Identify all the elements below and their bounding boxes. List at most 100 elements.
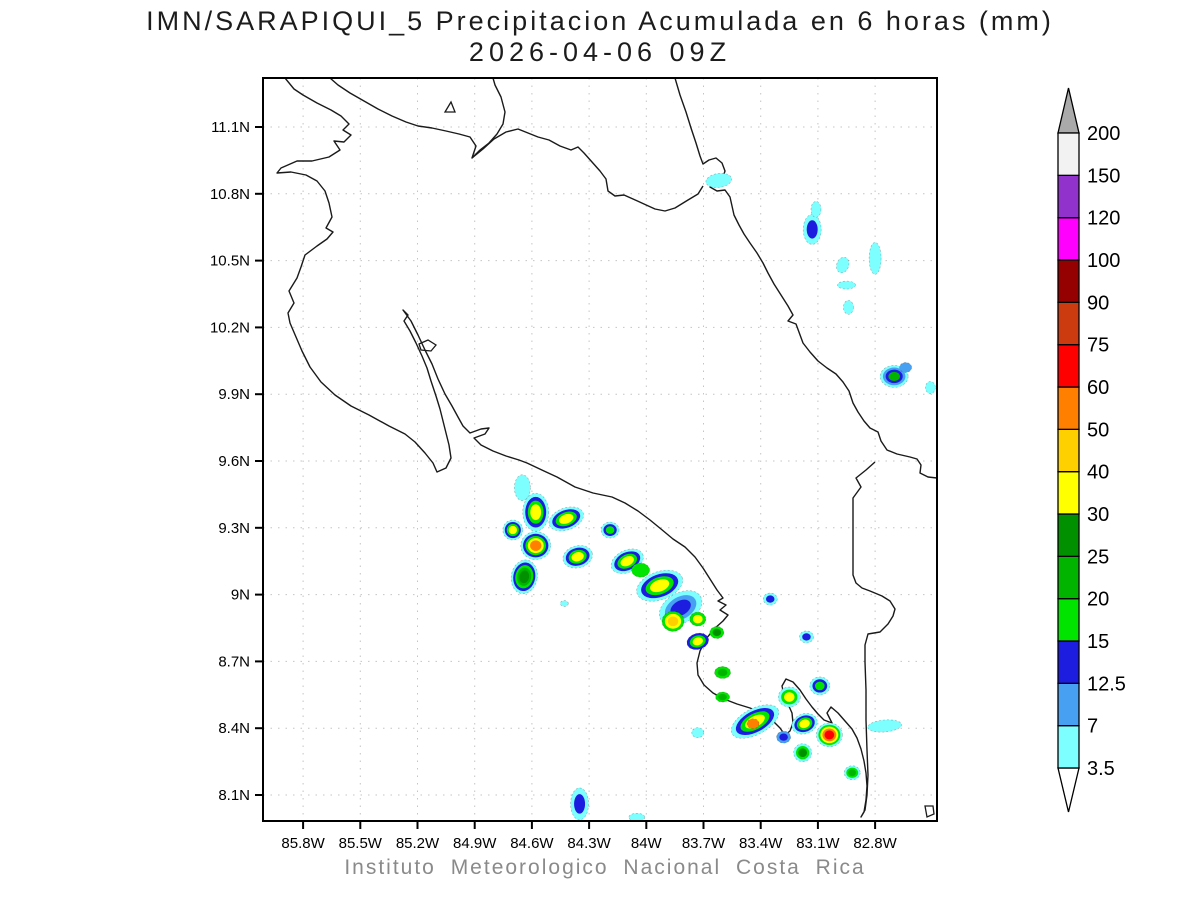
colorbar-level-label: 60 xyxy=(1087,377,1109,399)
island-contour xyxy=(924,805,935,818)
precip-cell-ring xyxy=(799,719,810,729)
precip-cell-ring xyxy=(650,579,670,593)
precip-cell-ring xyxy=(718,693,727,701)
colorbar-level-label: 120 xyxy=(1087,208,1120,230)
precip-cell-ring xyxy=(620,556,634,567)
colorbar-level-label: 12.5 xyxy=(1087,673,1126,695)
precip-cell-ring xyxy=(810,201,822,218)
lon-tick-label: 85.8W xyxy=(281,835,325,852)
precip-cell-ring xyxy=(631,562,650,578)
lon-tick-label: 82.8W xyxy=(853,835,897,852)
precip-cell-ring xyxy=(779,733,788,741)
axis-ticks-and-labels: 85.8W 85.5W 85.2W 84.9W 84.6W 84.3W 84W 83.7W 83… xyxy=(210,119,898,852)
precip-cell-ring xyxy=(514,474,531,502)
colorbar-segment xyxy=(1057,132,1080,176)
colorbar-segment xyxy=(1057,471,1080,515)
precipitation-shading xyxy=(502,172,936,821)
coastline-path xyxy=(276,78,896,818)
lat-tick-label: 11.1N xyxy=(211,119,250,136)
lon-tick-label: 83.7W xyxy=(682,835,726,852)
lon-tick-label: 84.9W xyxy=(453,835,497,852)
colorbar-level-label: 25 xyxy=(1087,546,1109,568)
colorbar: 3.5 7 12.5 15 20 25 30 40 50 60 75 90 100 120 150 200 xyxy=(1057,87,1126,813)
colorbar-level-label: 100 xyxy=(1087,250,1120,272)
colorbar-segment xyxy=(1057,725,1080,769)
colorbar-segment xyxy=(1057,513,1080,557)
colorbar-level-label: 20 xyxy=(1087,589,1109,611)
lat-tick-label: 8.1N xyxy=(218,787,250,804)
precip-cell-ring xyxy=(899,362,912,373)
precip-cell-ring xyxy=(605,526,615,534)
precip-cell-ring xyxy=(574,794,586,814)
lon-tick-label: 85.2W xyxy=(396,835,440,852)
precip-cell-ring xyxy=(667,616,679,627)
precip-cell-ring xyxy=(815,681,825,691)
island-contour xyxy=(418,339,437,352)
precip-cell-ring xyxy=(798,748,807,758)
precip-cell-ring xyxy=(824,730,835,740)
coastlines xyxy=(276,78,937,818)
precip-cell-ring xyxy=(802,633,811,641)
colorbar-level-label: 3.5 xyxy=(1087,758,1115,780)
precip-cell-ring xyxy=(571,552,584,562)
precip-cell-ring xyxy=(628,812,646,821)
lat-tick-label: 9.6N xyxy=(218,453,250,470)
colorbar-segment xyxy=(1057,386,1080,430)
precip-cell-ring xyxy=(784,692,795,702)
footer-attribution: Instituto Meteorologico Nacional Costa R… xyxy=(344,856,866,879)
precip-cell-ring xyxy=(530,540,542,551)
colorbar-segment xyxy=(1057,428,1080,473)
precip-cell-ring xyxy=(848,769,857,777)
lon-tick-label: 84.3W xyxy=(567,835,611,852)
colorbar-segment xyxy=(1057,301,1080,346)
lon-tick-label: 85.5W xyxy=(339,835,383,852)
precip-cell-ring xyxy=(868,242,882,275)
colorbar-level-label: 75 xyxy=(1087,335,1109,357)
colorbar-level-label: 40 xyxy=(1087,462,1109,484)
precip-cell-ring xyxy=(717,668,728,677)
precip-cell-ring xyxy=(765,595,775,603)
lat-tick-label: 8.4N xyxy=(218,720,250,737)
colorbar-segment xyxy=(1057,682,1080,727)
lat-tick-label: 10.8N xyxy=(210,186,250,203)
lat-tick-label: 9.3N xyxy=(218,520,250,537)
precip-cell-ring xyxy=(837,280,856,290)
lon-tick-label: 84W xyxy=(631,835,663,852)
colorbar-segment xyxy=(1057,259,1080,303)
colorbar-segment xyxy=(1057,217,1080,261)
coastline-path xyxy=(329,78,506,159)
colorbar-segment xyxy=(1057,640,1080,684)
lon-tick-label: 83.4W xyxy=(739,835,783,852)
colorbar-segment xyxy=(1057,174,1080,219)
precip-cell-ring xyxy=(867,719,902,733)
precip-cell-ring xyxy=(560,600,569,607)
colorbar-level-label: 150 xyxy=(1087,165,1120,187)
map-frame xyxy=(262,77,938,822)
lat-tick-label: 10.5N xyxy=(210,253,250,270)
precip-cell-ring xyxy=(692,614,703,624)
colorbar-level-label: 7 xyxy=(1087,716,1098,738)
colorbar-segment xyxy=(1057,598,1080,642)
coastline-path xyxy=(471,128,704,212)
precip-cell-ring xyxy=(508,525,517,535)
lat-tick-label: 10.2N xyxy=(210,319,250,336)
colorbar-segment xyxy=(1057,344,1080,388)
precip-cell-ring xyxy=(692,637,703,646)
precip-cell-ring xyxy=(519,570,530,584)
precip-cell-ring xyxy=(691,727,705,738)
colorbar-level-label: 90 xyxy=(1087,292,1109,314)
colorbar-level-label: 15 xyxy=(1087,631,1109,653)
valid-time-subtitle: 2026-04-06 09Z xyxy=(468,37,732,67)
lat-tick-label: 9N xyxy=(231,587,250,604)
gridlines xyxy=(263,78,937,821)
page-title: IMN/SARAPIQUI_5 Precipitacion Acumulada … xyxy=(146,6,1054,36)
lon-tick-label: 83.1W xyxy=(796,835,840,852)
colorbar-over-arrow xyxy=(1057,87,1080,134)
precip-cell-ring xyxy=(559,513,574,524)
precip-cell-ring xyxy=(705,172,732,188)
colorbar-level-label: 200 xyxy=(1087,123,1120,145)
lat-tick-label: 9.9N xyxy=(218,386,250,403)
colorbar-segment xyxy=(1057,555,1080,600)
